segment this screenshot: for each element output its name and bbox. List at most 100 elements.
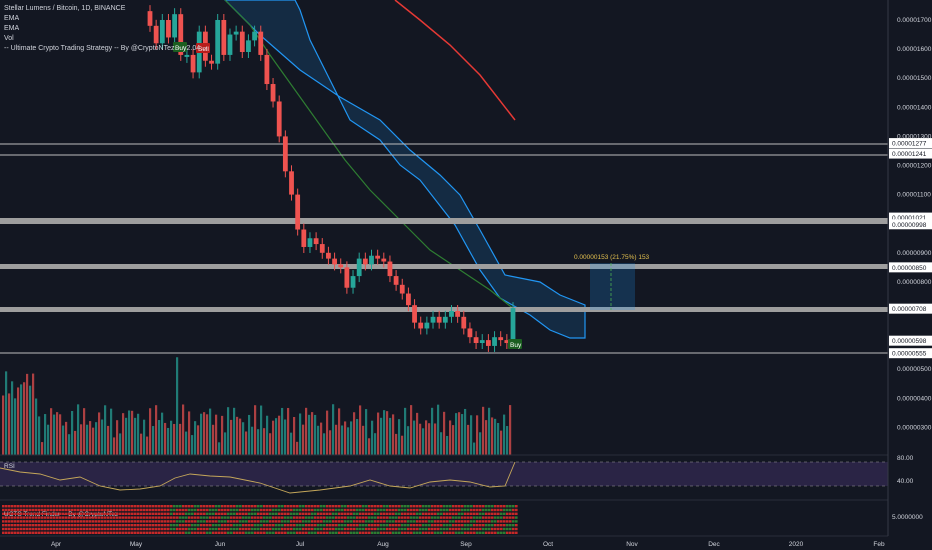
volume-bar [116,420,119,455]
trend-cell [368,520,371,523]
volume-bar [53,414,56,455]
trend-cell [302,512,305,515]
trend-cell [260,512,263,515]
trend-cell [419,524,422,527]
rsi-band [0,462,888,486]
trend-cell [152,531,155,534]
trend-cell [71,516,74,519]
time-tick: Aug [377,541,389,548]
trend-cell [149,516,152,519]
trend-cell [440,524,443,527]
trend-cell [299,505,302,508]
trend-cell [80,527,83,531]
price-level-box [889,335,932,346]
trend-cell [86,508,89,512]
trend-cell [167,512,170,515]
trend-cell [113,505,116,508]
time-axis[interactable]: Apr May Jun Jul Aug Sep Oct Nov Dec 2020 Feb [51,541,885,548]
trend-cell [95,505,98,508]
volume-bar [200,413,203,455]
trend-cell [239,512,242,515]
trend-cell [326,512,329,515]
trend-cell [434,531,437,534]
trend-cell [44,505,47,508]
trend-cell [218,531,221,534]
trend-cell [302,516,305,519]
trend-cell [149,527,152,531]
candle-body [381,258,387,262]
trend-cell [302,505,305,508]
trend-cell [497,527,500,531]
trend-cell [71,505,74,508]
trend-cell [92,508,95,512]
trend-cell [104,505,107,508]
trend-cell [56,524,59,527]
signal-markers: Buy Sell Buy [173,42,522,349]
trend-cell [488,516,491,519]
trend-cell [398,505,401,508]
trend-cell [8,520,11,523]
trend-cell [326,527,329,531]
trend-cell [191,505,194,508]
trend-cell [8,516,11,519]
trend-cell [443,527,446,531]
trend-cell [239,508,242,512]
trend-cell [296,531,299,534]
trend-cell [11,505,14,508]
trend-cell [152,520,155,523]
trend-cell [401,508,404,512]
trend-cell [122,516,125,519]
trend-cell [200,531,203,534]
trend-cell [164,527,167,531]
trend-cell [71,524,74,527]
volume-bar [143,419,146,455]
trend-cell [278,527,281,531]
trend-cell [350,508,353,512]
trend-cell [194,527,197,531]
trend-cell [173,508,176,512]
trend-cell [224,505,227,508]
trend-cell [14,520,17,523]
trend-cell [80,516,83,519]
volume-bar [29,385,32,455]
trend-cell [365,531,368,534]
trend-cell [305,505,308,508]
trend-cell [257,527,260,531]
trend-cell [305,524,308,527]
trend-cell [32,512,35,515]
trend-cell [344,520,347,523]
trend-cell [284,505,287,508]
trend-cell [443,512,446,515]
trend-cell [236,524,239,527]
trend-cell [449,531,452,534]
trend-cell [269,520,272,523]
volume-bar [359,405,362,455]
trend-cell [20,527,23,531]
trend-cell [149,524,152,527]
volume-bar [467,424,470,455]
volume-bar [35,398,38,455]
trend-cell [152,512,155,515]
trend-cell [170,516,173,519]
volume-bar [32,373,35,455]
volume-bar [287,407,290,455]
volume-bar [269,433,272,455]
trend-cell [212,527,215,531]
trend-cell [320,505,323,508]
trend-cell [338,512,341,515]
volume-bar [419,423,422,455]
trend-cell [371,516,374,519]
trend-cell [455,508,458,512]
volume-bar [134,417,137,455]
trend-cell [509,516,512,519]
trend-cell [392,527,395,531]
trend-cell [164,508,167,512]
trend-cell [155,508,158,512]
trend-cell [212,516,215,519]
trend-cell [476,508,479,512]
trend-cell [164,505,167,508]
volume-bar [62,425,65,455]
trend-cell [227,505,230,508]
price-level-box [889,148,932,159]
